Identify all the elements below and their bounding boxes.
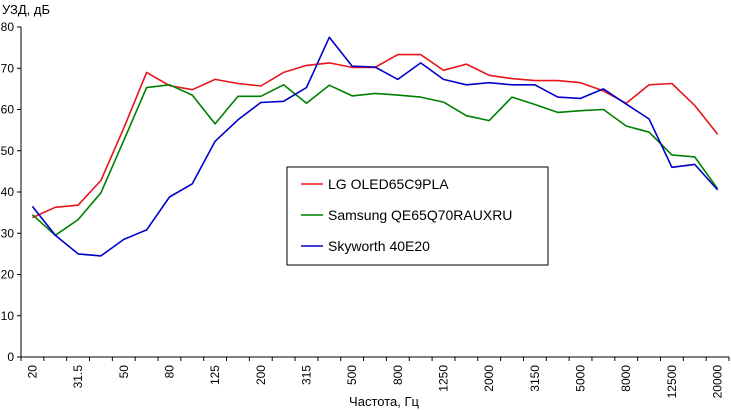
x-axis-title: Частота, Гц bbox=[349, 394, 419, 409]
x-tick-label: 5000 bbox=[574, 365, 588, 392]
series-line-2 bbox=[31, 84, 719, 237]
x-tick-label: 20 bbox=[25, 365, 39, 379]
x-tick-label: 31.5 bbox=[71, 365, 85, 389]
x-tick-label: 20000 bbox=[711, 365, 725, 399]
y-tick-label: 80 bbox=[1, 20, 15, 34]
series-layer bbox=[31, 36, 719, 257]
x-tick-label: 1250 bbox=[437, 365, 451, 392]
y-tick-label: 0 bbox=[7, 350, 14, 364]
x-tick-label: 12500 bbox=[665, 365, 679, 399]
x-tick-label: 800 bbox=[391, 365, 405, 385]
y-tick-label: 70 bbox=[1, 61, 15, 75]
legend-label-3: Skyworth 40E20 bbox=[328, 238, 430, 254]
y-tick-label: 10 bbox=[1, 309, 15, 323]
x-tick-label: 500 bbox=[345, 365, 359, 385]
x-tick-label: 200 bbox=[254, 365, 268, 385]
y-axis: 0 10 20 30 40 50 60 70 80 bbox=[1, 20, 21, 364]
x-tick-label: 315 bbox=[299, 365, 313, 385]
legend-label-1: LG OLED65C9PLA bbox=[328, 176, 449, 192]
x-tick-label: 8000 bbox=[619, 365, 633, 392]
legend: LG OLED65C9PLA Samsung QE65Q70RAUXRU Skywo… bbox=[286, 166, 549, 266]
x-tick-label: 125 bbox=[208, 365, 222, 385]
x-tick-label: 50 bbox=[117, 365, 131, 379]
y-tick-label: 60 bbox=[1, 103, 15, 117]
legend-box bbox=[286, 166, 549, 266]
y-axis-title: УЗД, дБ bbox=[2, 2, 50, 17]
x-tick-label: 2000 bbox=[482, 365, 496, 392]
x-axis: 20 31.5 50 80 125 200 315 500 800 1250 2000 3150 500… bbox=[20, 357, 730, 399]
y-tick-label: 50 bbox=[1, 144, 15, 158]
series-line-3 bbox=[31, 36, 719, 257]
x-tick-label: 80 bbox=[162, 365, 176, 379]
y-tick-label: 40 bbox=[1, 185, 15, 199]
x-tick-label: 3150 bbox=[528, 365, 542, 392]
y-tick-label: 20 bbox=[1, 268, 15, 282]
legend-label-2: Samsung QE65Q70RAUXRU bbox=[328, 207, 512, 223]
y-tick-label: 30 bbox=[1, 226, 15, 240]
